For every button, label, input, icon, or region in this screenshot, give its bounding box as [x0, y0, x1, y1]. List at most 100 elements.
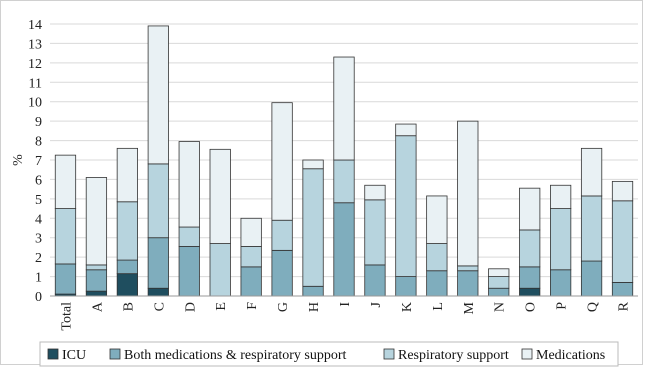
bar-segment [54, 263, 77, 295]
bar-segment [333, 56, 355, 161]
bar-segment [519, 287, 541, 297]
bar-segment [85, 264, 108, 271]
bar-segment [488, 268, 510, 277]
bar-segment [580, 260, 603, 297]
bar-segment [147, 25, 169, 165]
bar-segment [395, 123, 417, 137]
bar-segment [395, 276, 417, 297]
bar-segment [85, 290, 108, 297]
x-tick-label: D [183, 302, 198, 312]
x-tick-label: E [214, 302, 229, 311]
bar-segment [395, 135, 417, 277]
x-tick-label: F [245, 302, 260, 310]
bar-segment [271, 102, 293, 221]
bar-segment [488, 276, 510, 289]
x-tick-label: Total [59, 302, 74, 331]
x-tick-label: A [90, 301, 105, 312]
y-tick-label: 8 [35, 135, 42, 150]
bar-segment [519, 266, 541, 289]
bar-segment [426, 243, 448, 272]
legend-label: ICU [62, 348, 86, 363]
bar-segment [302, 168, 324, 287]
bar-segment [519, 229, 541, 268]
bar-segment [54, 154, 77, 209]
bar-segment [550, 184, 572, 209]
y-tick-label: 3 [35, 232, 42, 247]
bar-segment [178, 246, 200, 297]
y-tick-label: 13 [28, 37, 42, 52]
bar-segment [550, 208, 572, 271]
x-tick-label: G [276, 302, 291, 312]
bar-segment [333, 202, 355, 297]
y-tick-label: 12 [28, 57, 42, 72]
x-tick-label: I [338, 302, 353, 307]
bar-segment [611, 200, 634, 283]
y-tick-label: 4 [35, 212, 42, 227]
y-tick-label: 14 [28, 18, 42, 33]
bar-segment [364, 264, 386, 297]
bar-segment [240, 246, 262, 268]
bar-segment [519, 187, 541, 231]
bar-segment [457, 270, 479, 297]
x-tick-label: R [617, 301, 632, 311]
bar-segment [209, 243, 231, 297]
bar-segment [457, 120, 479, 267]
y-tick-label: 9 [35, 115, 42, 130]
bar-segment [580, 195, 603, 262]
bar-segment [147, 237, 169, 289]
x-tick-label: N [493, 302, 508, 312]
bar-segment [85, 269, 108, 292]
x-tick-label: P [555, 302, 570, 310]
x-tick-label: O [524, 302, 539, 312]
bar-segment [116, 273, 138, 297]
x-tick-label: B [121, 302, 136, 311]
legend-swatch [109, 348, 121, 360]
y-tick-label: 5 [35, 193, 42, 208]
y-tick-label: 10 [28, 96, 42, 111]
bar-segment [240, 266, 262, 297]
y-tick-label: 2 [35, 251, 42, 266]
bar-segment [271, 249, 293, 297]
bar-segment [457, 265, 479, 272]
x-tick-label: L [431, 302, 446, 311]
bar-segment [302, 285, 324, 297]
x-tick-label: H [307, 302, 322, 312]
bar-segment [426, 270, 448, 297]
bar-segment [426, 195, 448, 244]
bar-segment [611, 281, 634, 297]
bar-segment [85, 177, 108, 266]
bar-segment [271, 219, 293, 251]
bar-segment [54, 208, 77, 265]
bar-segment [611, 180, 634, 202]
bar-segment [147, 287, 169, 297]
legend: ICU Both medications & respiratory suppor… [39, 341, 619, 367]
bars [54, 25, 634, 297]
bar-segment [580, 147, 603, 197]
legend-swatch [521, 348, 533, 360]
y-axis-label: % [11, 154, 26, 166]
bar-segment [488, 287, 510, 297]
bar-segment [178, 226, 200, 247]
legend-label: Both medications & respiratory support [124, 348, 347, 363]
bar-segment [550, 269, 572, 297]
bar-segment [116, 201, 138, 261]
x-tick-label: K [400, 302, 415, 312]
bar-segment [178, 141, 200, 228]
y-tick-label: 6 [35, 173, 42, 188]
x-tick-label: Q [586, 302, 601, 312]
y-tick-label: 7 [35, 154, 42, 169]
bar-segment [333, 159, 355, 204]
y-tick-label: 0 [35, 290, 42, 305]
bar-segment [302, 159, 324, 170]
bar-segment [364, 184, 386, 201]
bar-segment [116, 147, 138, 203]
y-tick-label: 11 [29, 76, 42, 91]
bar-segment [147, 163, 169, 239]
bar-segment [240, 217, 262, 247]
x-tick-label: C [152, 302, 167, 311]
bar-segment [364, 199, 386, 266]
legend-swatch [47, 348, 59, 360]
legend-label: Respiratory support [398, 348, 509, 363]
y-tick-label: 1 [35, 271, 42, 286]
